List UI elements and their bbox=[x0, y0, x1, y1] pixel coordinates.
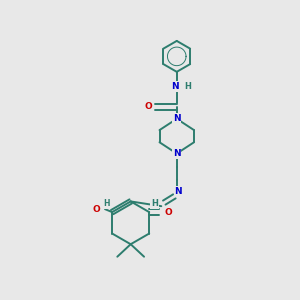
Text: N: N bbox=[173, 149, 181, 158]
Text: O: O bbox=[92, 205, 100, 214]
Text: H: H bbox=[103, 199, 110, 208]
Text: N: N bbox=[172, 82, 179, 91]
Text: H: H bbox=[184, 82, 191, 91]
Text: O: O bbox=[164, 208, 172, 217]
Text: O: O bbox=[145, 102, 153, 111]
Text: H: H bbox=[151, 199, 158, 208]
Text: N: N bbox=[173, 114, 181, 123]
Text: N: N bbox=[174, 187, 182, 196]
